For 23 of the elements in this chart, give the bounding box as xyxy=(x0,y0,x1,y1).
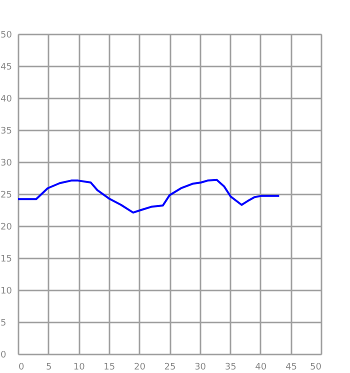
y-tick-label: 15 xyxy=(0,254,12,264)
y-tick-label: 30 xyxy=(0,158,12,168)
y-tick-label: 45 xyxy=(0,62,12,72)
x-tick-label: 5 xyxy=(46,362,52,372)
x-tick-label: 15 xyxy=(104,362,116,372)
x-tick-label: 10 xyxy=(73,362,86,372)
x-tick-label: 45 xyxy=(285,362,297,372)
y-tick-label: 25 xyxy=(0,190,12,200)
y-tick-label: 20 xyxy=(0,222,12,232)
x-tick-label: 20 xyxy=(134,362,146,372)
y-tick-label: 50 xyxy=(0,30,12,40)
y-tick-label: 5 xyxy=(0,318,6,328)
y-tick-label: 40 xyxy=(0,94,12,104)
y-tick-label: 0 xyxy=(0,350,6,360)
x-tick-label: 30 xyxy=(194,362,206,372)
x-tick-label: 25 xyxy=(164,362,176,372)
y-tick-label: 35 xyxy=(0,126,12,136)
x-tick-label: 0 xyxy=(18,362,24,372)
x-tick-label: 35 xyxy=(224,362,236,372)
line-series xyxy=(17,178,280,214)
x-tick-label: 40 xyxy=(255,362,267,372)
x-tick-label: 50 xyxy=(310,362,322,372)
y-tick-label: 10 xyxy=(0,286,12,296)
